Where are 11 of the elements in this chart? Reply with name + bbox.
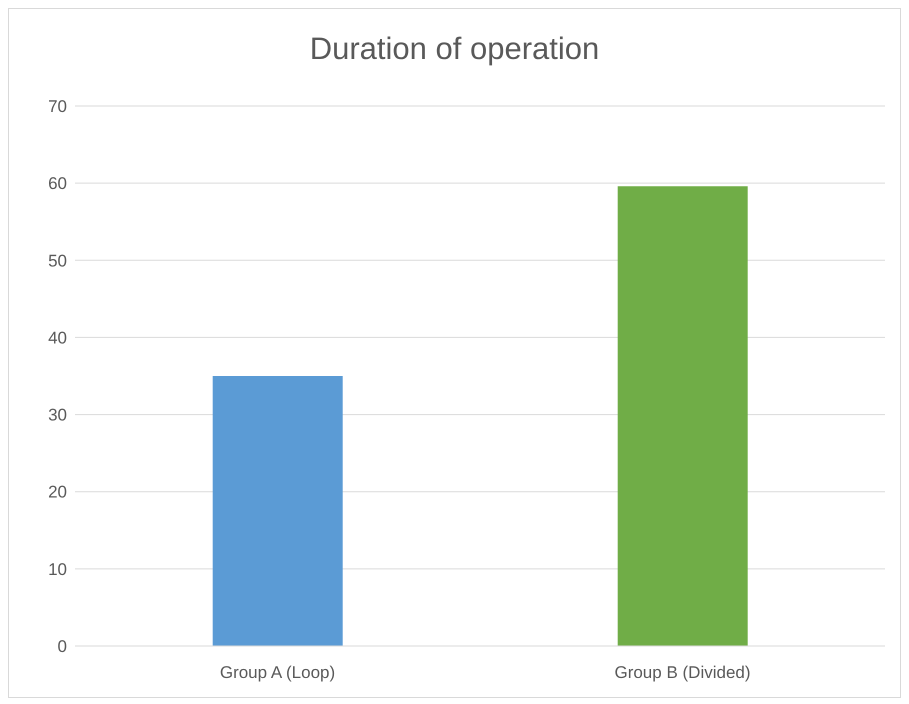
y-tick-label: 50 (48, 251, 67, 270)
y-tick-label: 70 (48, 97, 67, 116)
y-tick-label: 40 (48, 328, 67, 348)
y-tick-label: 60 (48, 174, 67, 194)
y-tick-label: 20 (48, 482, 67, 502)
x-tick-label: Group A (Loop) (220, 663, 336, 682)
y-tick-label: 10 (48, 560, 67, 579)
chart-title: Duration of operation (308, 30, 600, 68)
y-tick-label: 30 (48, 406, 67, 425)
y-tick-label: 0 (58, 637, 67, 656)
x-tick-label: Group B (Divided) (614, 663, 751, 682)
